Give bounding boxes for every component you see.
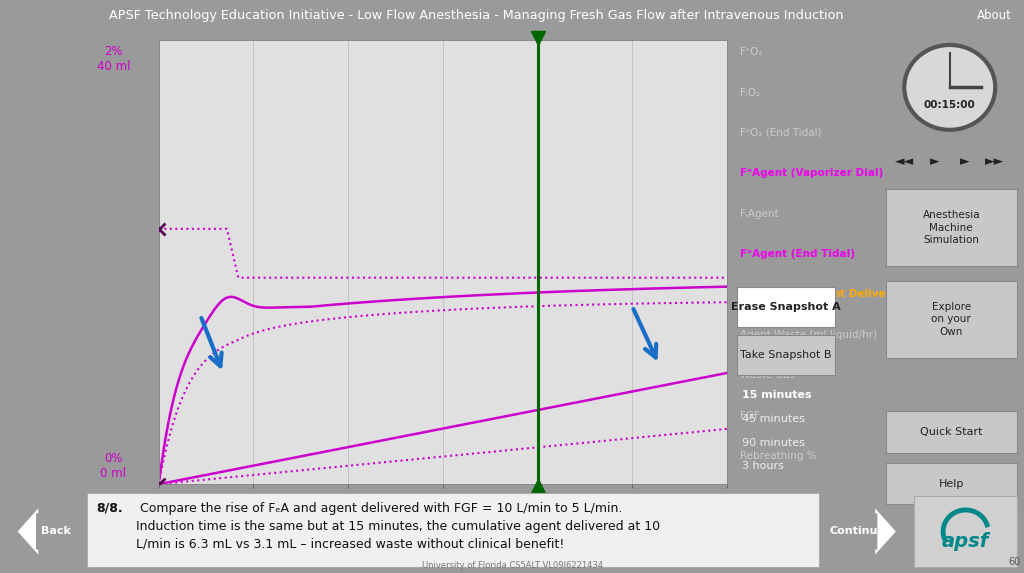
Text: ►: ► <box>930 155 939 168</box>
Text: FGF: FGF <box>740 411 760 421</box>
Text: APSF Technology Education Initiative - Low Flow Anesthesia - Managing Fresh Gas : APSF Technology Education Initiative - L… <box>109 9 844 22</box>
Text: 2%
40 ml: 2% 40 ml <box>96 45 130 73</box>
Text: Agent Waste (ml liquid/hr): Agent Waste (ml liquid/hr) <box>740 330 878 340</box>
Text: FᵒO₂: FᵒO₂ <box>740 47 763 57</box>
Text: apsf: apsf <box>942 532 989 551</box>
Text: 60: 60 <box>1009 558 1021 567</box>
Text: ◄◄: ◄◄ <box>895 155 914 168</box>
Text: ►: ► <box>961 155 970 168</box>
Text: FᵢAgent: FᵢAgent <box>740 209 779 219</box>
Text: FᵢO₂: FᵢO₂ <box>740 88 760 97</box>
Text: 15 minutes: 15 minutes <box>742 390 812 401</box>
Text: FᵒAgent (Vaporizer Dial): FᵒAgent (Vaporizer Dial) <box>740 168 884 178</box>
Text: Help: Help <box>939 478 964 489</box>
FancyArrow shape <box>17 508 38 555</box>
Text: Compare the rise of FₑA and agent delivered with FGF = 10 L/min to 5 L/min.
Indu: Compare the rise of FₑA and agent delive… <box>136 502 660 551</box>
Text: 45 minutes: 45 minutes <box>742 414 805 424</box>
Text: ►►: ►► <box>985 155 1005 168</box>
Text: FᵒAgent (End Tidal): FᵒAgent (End Tidal) <box>740 249 855 259</box>
Circle shape <box>904 45 995 130</box>
Text: Explore
on your
Own: Explore on your Own <box>932 302 971 337</box>
Text: Continue: Continue <box>829 527 886 536</box>
Text: 0%
0 ml: 0% 0 ml <box>100 452 126 480</box>
Text: Erase Snapshot A: Erase Snapshot A <box>731 301 841 312</box>
Text: Rebreathing %: Rebreathing % <box>740 451 817 461</box>
Text: About: About <box>977 9 1012 22</box>
Text: Take Snapshot B: Take Snapshot B <box>740 350 831 360</box>
Text: 00:15:00: 00:15:00 <box>924 100 976 110</box>
Text: 8/8.: 8/8. <box>96 502 123 515</box>
Text: FᵒO₂ (End Tidal): FᵒO₂ (End Tidal) <box>740 128 822 138</box>
FancyArrow shape <box>876 508 896 555</box>
Text: 3 hours: 3 hours <box>742 461 784 471</box>
Text: Back: Back <box>41 527 71 536</box>
Text: Cumulative Agent Delivered: Cumulative Agent Delivered <box>740 289 905 300</box>
Text: University of Florida CS5ALT VL09I6221434: University of Florida CS5ALT VL09I622143… <box>422 561 602 570</box>
Text: Waste Gas: Waste Gas <box>740 370 796 380</box>
Text: Anesthesia
Machine
Simulation: Anesthesia Machine Simulation <box>923 210 980 245</box>
Text: 90 minutes: 90 minutes <box>742 438 805 448</box>
Text: Quick Start: Quick Start <box>920 427 983 437</box>
